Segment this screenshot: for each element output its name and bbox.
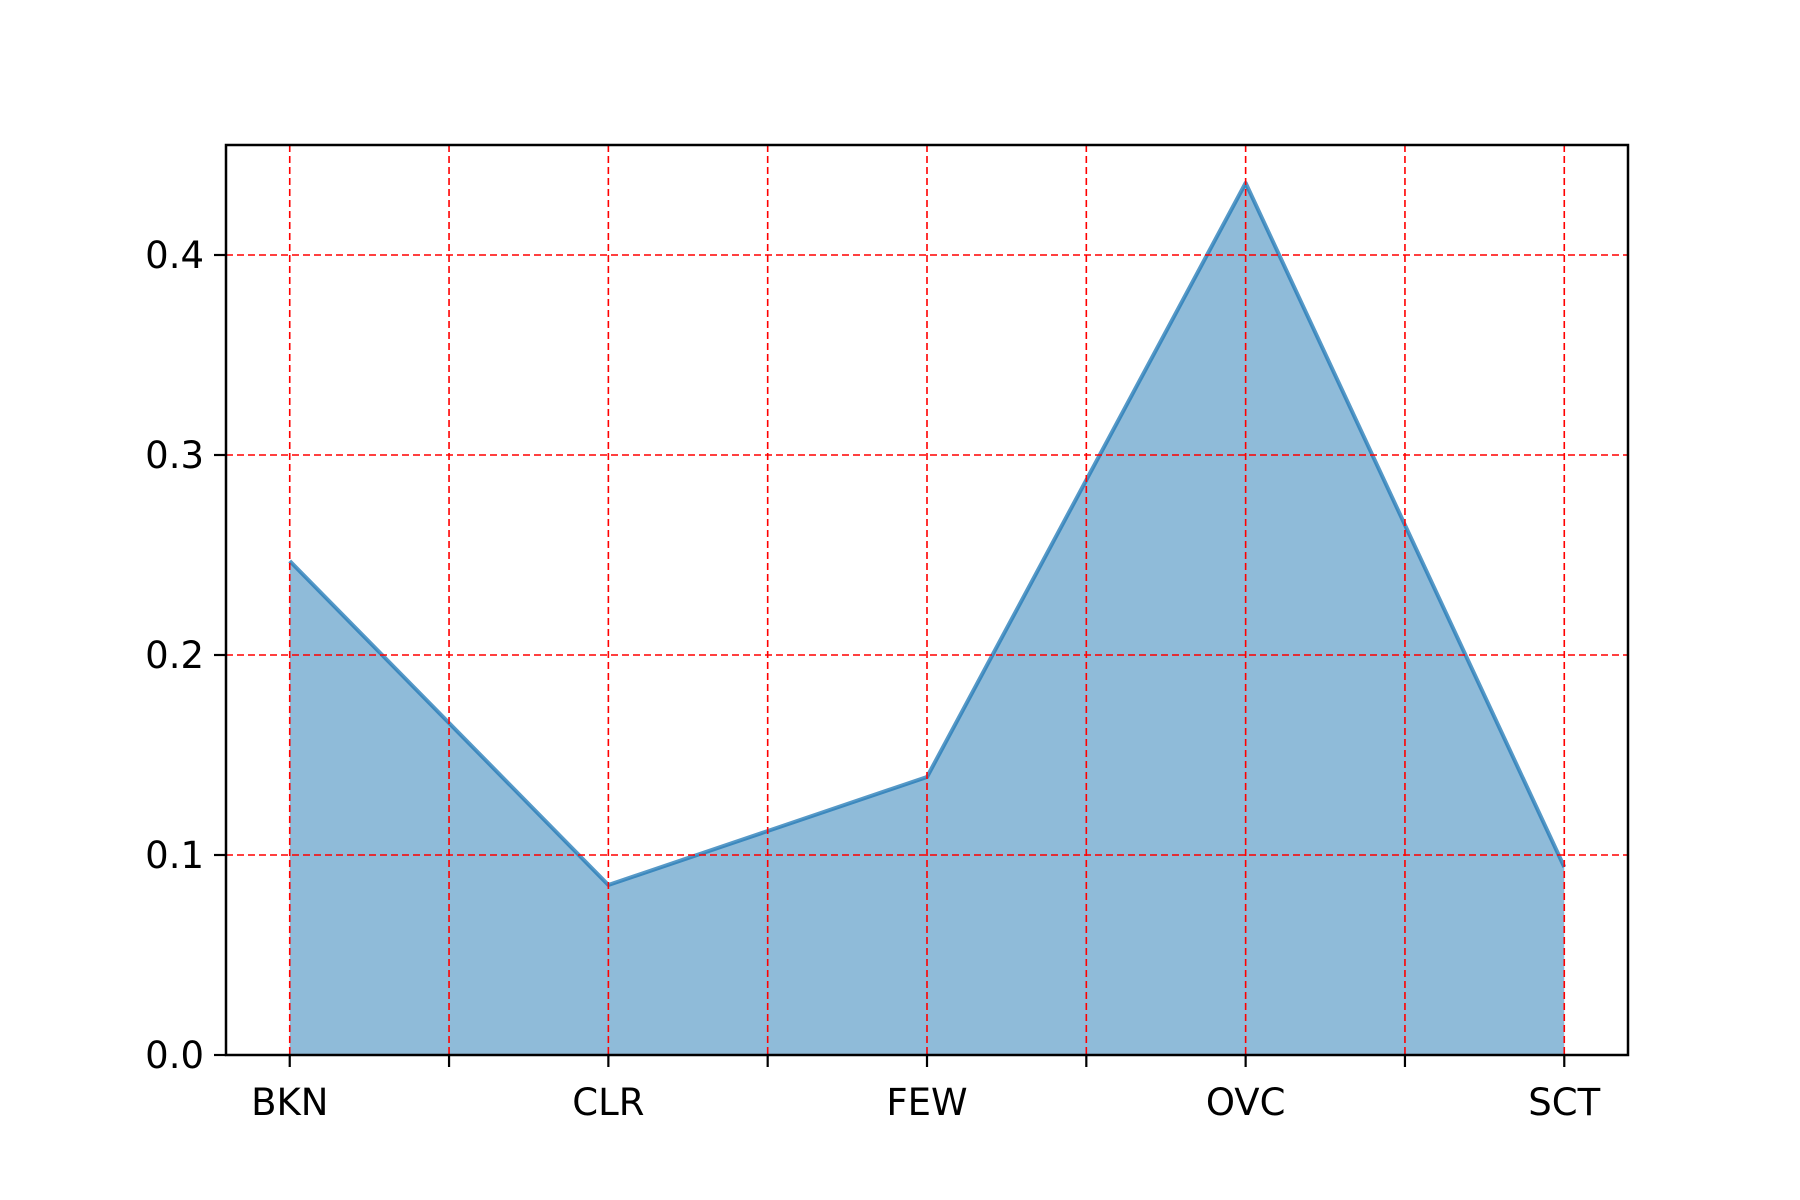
y-tick-label: 0.1	[145, 834, 204, 877]
x-tick-label-clr: CLR	[572, 1081, 644, 1124]
x-tick-label-sct: SCT	[1528, 1081, 1600, 1124]
x-tick-label-few: FEW	[886, 1081, 967, 1124]
y-tick-label: 0.2	[145, 634, 204, 677]
plot-area: BKN CLR FEW OVC SCT 0.0 0.1 0.2 0.3 0.4	[145, 143, 1630, 1124]
x-tick-label-ovc: OVC	[1206, 1081, 1286, 1124]
y-tick-label: 0.0	[145, 1034, 204, 1077]
x-tick-label-bkn: BKN	[251, 1081, 328, 1124]
y-tick-label: 0.4	[145, 234, 204, 277]
y-tick-label: 0.3	[145, 434, 204, 477]
